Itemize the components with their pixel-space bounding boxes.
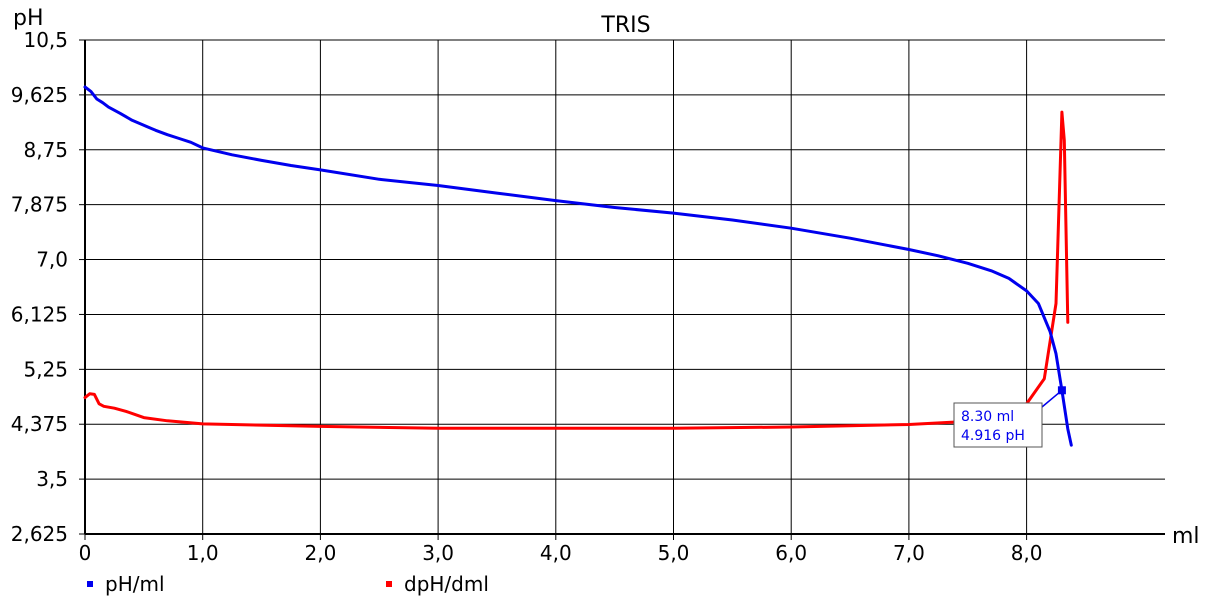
axes-layer xyxy=(79,39,1165,540)
callout-layer: 8.30 ml 4.916 pH xyxy=(953,386,1066,448)
callout-volume: 8.30 ml xyxy=(961,409,1014,425)
y-tick-label: 6,125 xyxy=(11,302,68,326)
grid-layer xyxy=(85,39,1165,534)
x-axis-label: ml xyxy=(1172,524,1200,549)
legend-label-ph-ml: pH/ml xyxy=(105,572,165,596)
legend-layer: pH/ml dpH/dml xyxy=(87,572,489,596)
legend-swatch-ph-ml xyxy=(87,581,93,587)
y-tick-label: 7,0 xyxy=(36,248,68,272)
y-tick-label: 8,75 xyxy=(23,138,68,162)
callout-box xyxy=(953,402,1043,448)
y-tick-label: 10,5 xyxy=(23,28,68,52)
x-tick-label: 4,0 xyxy=(540,541,572,565)
x-tick-label: 2,0 xyxy=(304,541,336,565)
tick-labels-layer: 2,625 3,5 4,375 5,25 6,125 7,0 7,875 8,75 9,625 1… xyxy=(11,28,1043,565)
x-tick-label: 0 xyxy=(79,541,92,565)
chart-title: TRIS xyxy=(600,13,650,38)
x-tick-label: 3,0 xyxy=(422,541,454,565)
x-tick-label: 8,0 xyxy=(1011,541,1043,565)
y-tick-label: 4,375 xyxy=(11,412,68,436)
x-tick-label: 7,0 xyxy=(893,541,925,565)
series-line-dph-dml xyxy=(83,110,1070,430)
callout-ph: 4.916 pH xyxy=(961,428,1025,444)
series-line-ph-ml xyxy=(83,85,1073,447)
series-layer xyxy=(83,85,1073,447)
x-tick-label: 1,0 xyxy=(187,541,219,565)
legend-label-dph-dml: dpH/dml xyxy=(404,572,489,596)
y-tick-label: 7,875 xyxy=(11,193,68,217)
callout-marker xyxy=(1057,386,1066,395)
y-tick-label: 3,5 xyxy=(36,467,68,491)
legend-swatch-dph-dml xyxy=(386,581,392,587)
y-tick-label: 9,625 xyxy=(11,83,68,107)
y-tick-label: 5,25 xyxy=(23,357,68,381)
y-axis-label: pH xyxy=(13,6,44,31)
x-tick-label: 6,0 xyxy=(775,541,807,565)
x-tick-label: 5,0 xyxy=(658,541,690,565)
y-tick-label: 2,625 xyxy=(11,522,68,546)
